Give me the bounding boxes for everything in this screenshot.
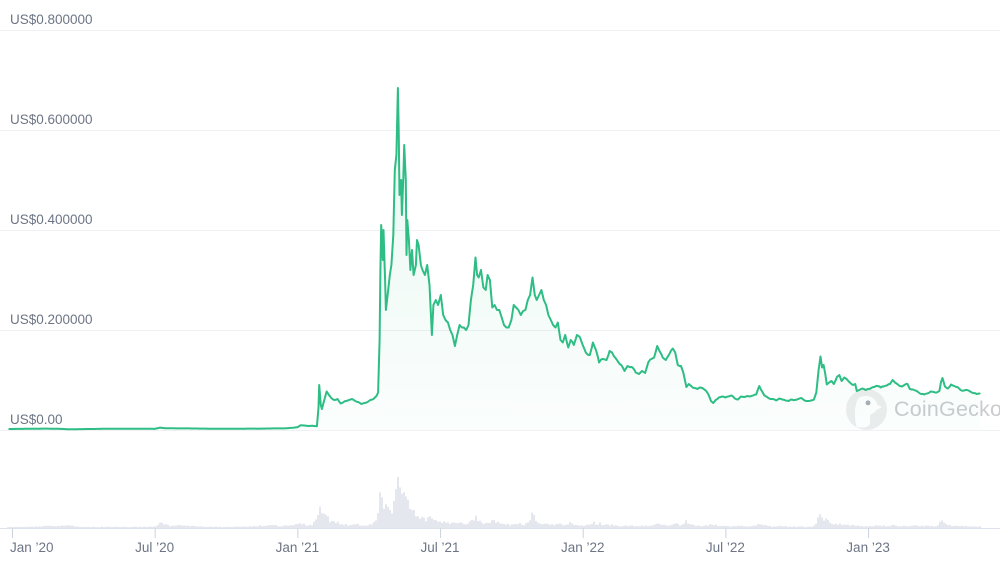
x-axis-label: Jul ’20 <box>135 540 175 555</box>
y-axis-label: US$0.400000 <box>10 212 93 227</box>
x-axis-label: Jan ’23 <box>846 540 890 555</box>
x-axis-label: Jan ’20 <box>10 540 54 555</box>
x-axis-label: Jan ’21 <box>275 540 320 555</box>
y-axis-label: US$0.200000 <box>10 312 93 327</box>
y-axis-label: US$0.600000 <box>10 112 93 127</box>
y-axis-label: US$0.00 <box>10 412 63 427</box>
x-axis-label: Jul ’22 <box>705 540 745 555</box>
x-axis-label: Jul ’21 <box>420 540 460 555</box>
y-axis-label: US$0.800000 <box>10 12 93 27</box>
x-axis-label: Jan ’22 <box>560 540 605 555</box>
